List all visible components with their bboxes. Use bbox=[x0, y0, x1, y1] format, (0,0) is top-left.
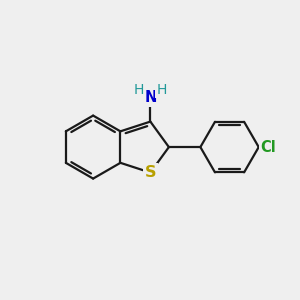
Text: Cl: Cl bbox=[260, 140, 276, 154]
Text: H: H bbox=[134, 82, 145, 97]
Text: S: S bbox=[145, 165, 156, 180]
Text: H: H bbox=[156, 82, 167, 97]
Text: N: N bbox=[144, 90, 157, 105]
